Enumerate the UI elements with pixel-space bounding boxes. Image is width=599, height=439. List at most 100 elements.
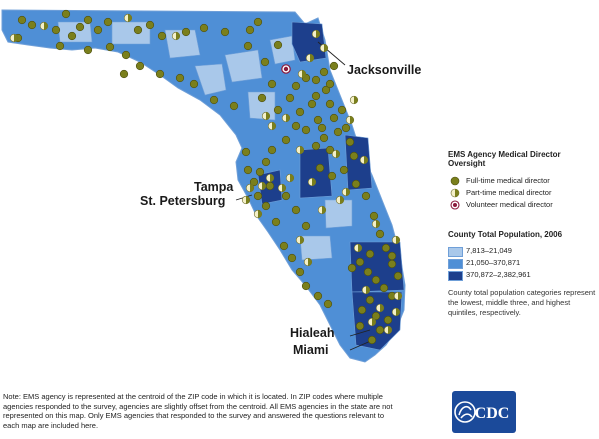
full-time-agency-marker	[243, 41, 253, 51]
full-time-agency-marker	[245, 25, 255, 35]
full-time-agency-marker	[375, 229, 385, 239]
part-time-agency-marker	[341, 187, 351, 197]
full-time-agency-marker	[241, 147, 251, 157]
full-time-agency-marker	[323, 299, 333, 309]
full-time-agency-marker	[321, 85, 331, 95]
full-time-agency-marker	[313, 291, 323, 301]
cdc-logo-background	[452, 391, 516, 433]
full-time-agency-marker	[291, 205, 301, 215]
full-time-marker-icon	[450, 176, 460, 186]
full-time-agency-marker	[93, 25, 103, 35]
full-time-agency-marker	[119, 69, 129, 79]
full-time-agency-marker	[319, 133, 329, 143]
full-time-agency-marker	[273, 40, 283, 50]
hhs-eagle-icon	[454, 401, 476, 423]
legend-oversight-title: EMS Agency Medical Director Oversight	[448, 150, 561, 168]
legend-label-pop-high: 370,872–2,382,961	[466, 270, 531, 279]
legend-population-note: County total population categories repre…	[448, 288, 596, 317]
full-time-agency-marker	[75, 22, 85, 32]
legend-item-volunteer: Volunteer medical director	[448, 199, 598, 211]
full-time-agency-marker	[345, 137, 355, 147]
full-time-agency-marker	[329, 113, 339, 123]
city-label-hialeah: Hialeah	[290, 326, 335, 340]
part-time-agency-marker	[305, 53, 315, 63]
full-time-agency-marker	[285, 93, 295, 103]
volunteer-marker	[281, 64, 291, 74]
full-time-agency-marker	[371, 311, 381, 321]
cdc-logo: CDC	[452, 391, 516, 433]
full-time-agency-marker	[209, 95, 219, 105]
county-low	[57, 21, 93, 43]
county-low	[111, 21, 151, 45]
full-time-agency-marker	[327, 171, 337, 181]
full-time-agency-marker	[189, 79, 199, 89]
part-time-agency-marker	[123, 13, 133, 23]
full-time-agency-marker	[317, 123, 327, 133]
part-time-agency-marker	[245, 183, 255, 193]
full-time-agency-marker	[367, 335, 377, 345]
full-time-agency-marker	[261, 201, 271, 211]
full-time-agency-marker	[175, 73, 185, 83]
part-time-agency-marker	[261, 111, 271, 121]
part-time-agency-marker	[345, 115, 355, 125]
map-footnote: Note: EMS agency is represented at the c…	[3, 392, 393, 430]
part-time-agency-marker	[39, 21, 49, 31]
city-label-jacksonville: Jacksonville	[347, 63, 422, 77]
cdc-logo-text: CDC	[475, 405, 510, 422]
full-time-agency-marker	[311, 91, 321, 101]
leader-line-hialeah	[349, 329, 371, 337]
legend-population-title: County Total Population, 2006	[448, 230, 563, 239]
full-time-agency-marker	[325, 145, 335, 155]
part-time-agency-marker	[297, 69, 307, 79]
pop-low-swatch	[448, 247, 463, 257]
part-time-agency-marker	[295, 235, 305, 245]
full-time-agency-marker	[67, 31, 77, 41]
full-time-agency-marker	[371, 275, 381, 285]
part-time-agency-marker	[257, 181, 267, 191]
full-time-agency-marker	[357, 305, 367, 315]
part-time-agency-marker	[361, 285, 371, 295]
legend-item-part-time: Part-time medical director	[448, 187, 598, 199]
full-time-agency-marker	[329, 61, 339, 71]
full-time-agency-marker	[379, 283, 389, 293]
full-time-agency-marker	[381, 243, 391, 253]
part-time-agency-marker	[285, 173, 295, 183]
full-time-agency-marker	[311, 75, 321, 85]
full-time-agency-marker	[307, 99, 317, 109]
part-time-agency-marker	[331, 149, 341, 159]
full-time-agency-marker	[301, 281, 311, 291]
full-time-agency-marker	[265, 181, 275, 191]
full-time-agency-marker	[229, 101, 239, 111]
full-time-agency-marker	[261, 157, 271, 167]
part-time-agency-marker	[353, 243, 363, 253]
full-time-agency-marker	[365, 249, 375, 259]
full-time-agency-marker	[279, 241, 289, 251]
city-label-miami: Miami	[293, 343, 329, 357]
part-time-agency-marker	[391, 235, 401, 245]
part-time-agency-marker	[171, 31, 181, 41]
full-time-agency-marker	[121, 50, 131, 60]
full-time-agency-marker	[27, 20, 37, 30]
part-time-agency-marker	[267, 121, 277, 131]
part-time-agency-marker	[391, 307, 401, 317]
legend-item-full-time: Full-time medical director	[448, 175, 598, 187]
full-time-agency-marker	[249, 177, 259, 187]
part-time-agency-marker	[349, 95, 359, 105]
part-time-agency-marker	[359, 155, 369, 165]
part-time-agency-marker	[371, 219, 381, 229]
full-time-agency-marker	[325, 99, 335, 109]
full-time-agency-marker	[145, 20, 155, 30]
full-time-agency-marker	[55, 41, 65, 51]
full-time-agency-marker	[253, 191, 263, 201]
full-time-agency-marker	[271, 217, 281, 227]
full-time-agency-marker	[260, 57, 270, 67]
legend-item-pop-low: 7,813–21,049	[448, 245, 598, 257]
legend-label-pop-mid: 21,050–370,871	[466, 258, 521, 267]
full-time-agency-marker	[103, 17, 113, 27]
part-time-marker-icon	[450, 188, 460, 198]
full-time-agency-marker	[365, 295, 375, 305]
full-time-agency-marker	[157, 31, 167, 41]
full-time-agency-marker	[383, 315, 393, 325]
full-time-agency-marker	[341, 123, 351, 133]
full-time-agency-marker	[83, 45, 93, 55]
